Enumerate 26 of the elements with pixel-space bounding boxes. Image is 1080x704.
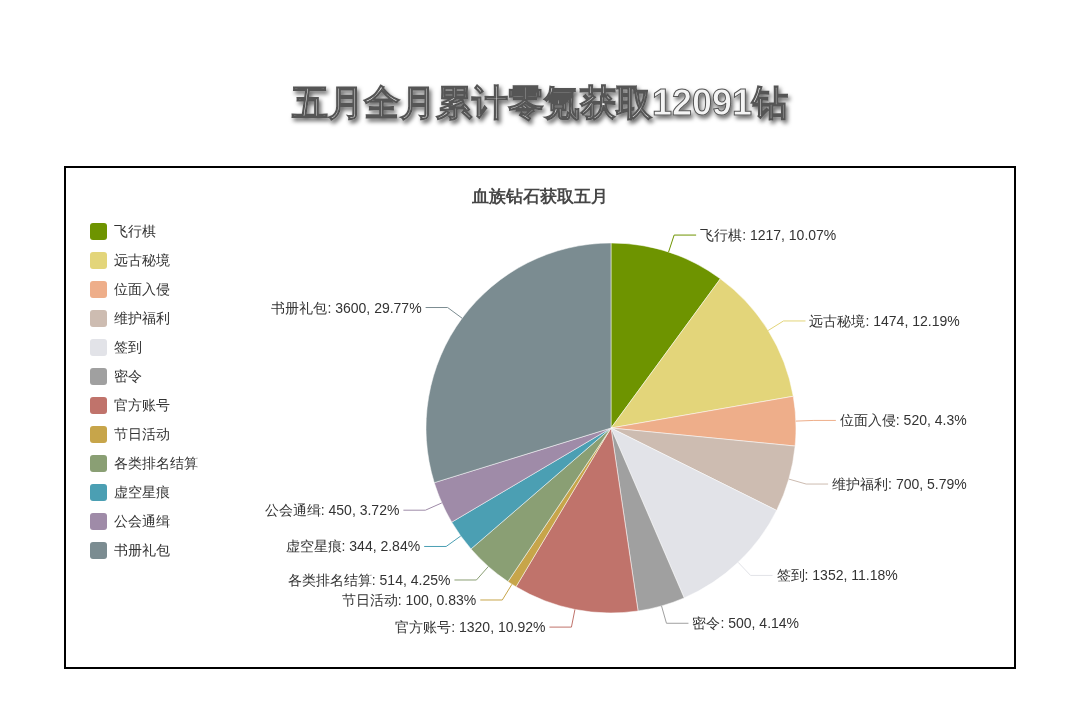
legend-label: 各类排名结算: [114, 455, 198, 471]
chart-title: 五月全月累计零氪获取12091钻: [291, 82, 789, 123]
data-label: 虚空星痕: 344, 2.84%: [285, 538, 421, 555]
data-label: 远古秘境: 1474, 12.19%: [809, 312, 960, 329]
legend-label: 书册礼包: [114, 542, 170, 558]
chart-subtitle: 血族钻石获取五月: [471, 187, 608, 206]
legend-label: 密令: [114, 368, 142, 384]
data-label: 维护福利: 700, 5.79%: [832, 476, 967, 493]
data-label: 签到: 1352, 11.18%: [776, 567, 898, 584]
legend-label: 节日活动: [114, 426, 170, 442]
legend-label: 虚空星痕: [114, 484, 170, 500]
legend-label: 官方账号: [114, 397, 170, 413]
data-label: 官方账号: 1320, 10.92%: [395, 619, 546, 636]
legend-label: 维护福利: [114, 310, 170, 326]
data-label: 公会通缉: 450, 3.72%: [264, 502, 400, 519]
legend-label: 公会通缉: [114, 513, 170, 529]
legend-label: 远古秘境: [114, 252, 170, 268]
data-label: 飞行棋: 1217, 10.07%: [700, 227, 837, 244]
legend-label: 飞行棋: [114, 223, 156, 239]
legend-label: 签到: [114, 339, 142, 355]
data-label: 各类排名结算: 514, 4.25%: [287, 571, 451, 588]
data-label: 位面入侵: 520, 4.3%: [839, 412, 967, 429]
data-label: 书册礼包: 3600, 29.77%: [271, 299, 422, 316]
data-label: 节日活动: 100, 0.83%: [341, 591, 477, 608]
data-label: 密令: 500, 4.14%: [692, 615, 800, 632]
legend-label: 位面入侵: [114, 281, 170, 297]
